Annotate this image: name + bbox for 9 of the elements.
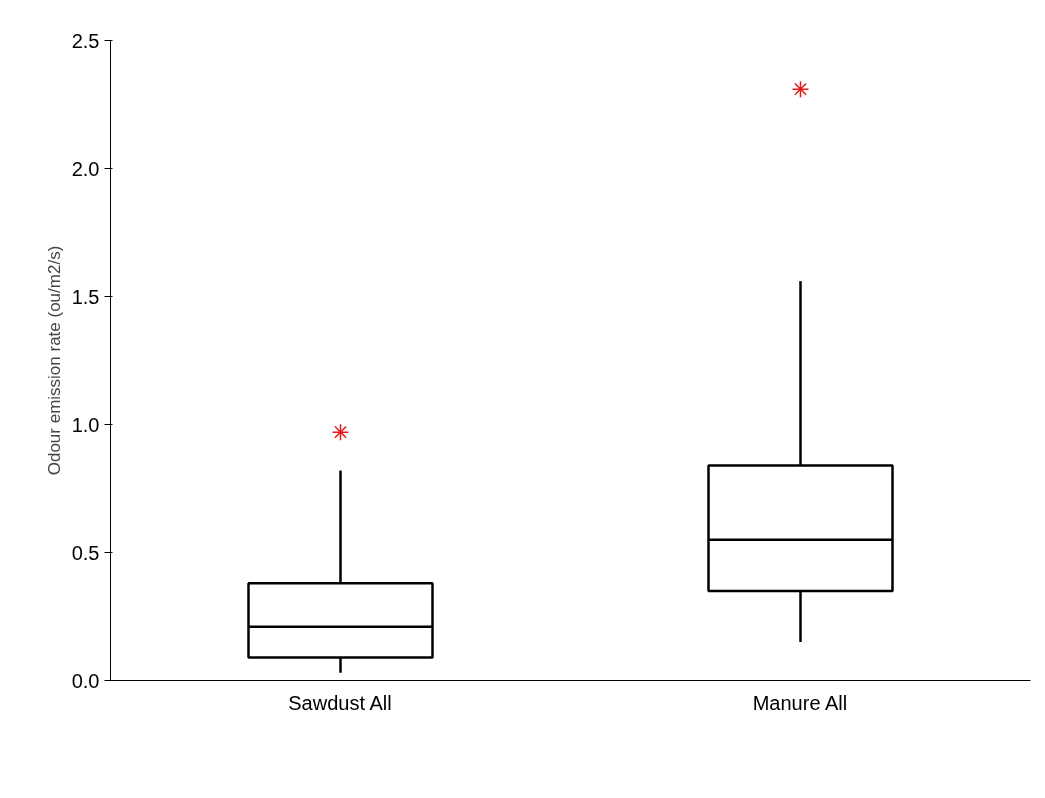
y-tick-label: 2.0 bbox=[71, 157, 100, 180]
x-tick-label: Manure All bbox=[752, 691, 848, 714]
y-tick-label: 2.5 bbox=[71, 29, 100, 52]
y-tick-label: 1.0 bbox=[71, 413, 100, 436]
y-tick-label: 0.0 bbox=[71, 669, 100, 692]
x-tick-label: Sawdust All bbox=[288, 691, 392, 714]
y-tick-label: 1.5 bbox=[71, 285, 100, 308]
y-tick-label: 0.5 bbox=[71, 541, 100, 564]
y-axis-title: Odour emission rate (ou/m2/s) bbox=[44, 245, 64, 476]
